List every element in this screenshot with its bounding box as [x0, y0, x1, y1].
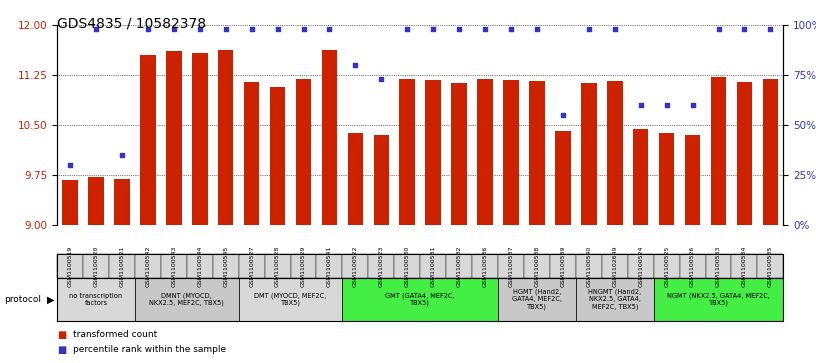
Point [90, 26, 103, 32]
Text: GSM1100525: GSM1100525 [664, 245, 669, 286]
Text: GSM1100533: GSM1100533 [716, 245, 721, 287]
Point [297, 26, 310, 32]
Point [557, 113, 570, 118]
Text: GSM1100540: GSM1100540 [587, 245, 592, 286]
Text: GSM1100543: GSM1100543 [171, 245, 176, 287]
Point [738, 26, 751, 32]
Text: ▶: ▶ [47, 294, 55, 305]
Text: ■: ■ [57, 345, 66, 355]
Bar [607, 81, 623, 225]
Text: GSM1100519: GSM1100519 [68, 245, 73, 286]
Text: GSM1100528: GSM1100528 [275, 245, 280, 286]
Point [271, 26, 284, 32]
Point [64, 162, 77, 168]
Text: GSM1100538: GSM1100538 [534, 245, 539, 286]
Text: GSM1100526: GSM1100526 [690, 245, 695, 286]
Text: GSM1100539: GSM1100539 [561, 245, 565, 287]
Text: GSM1100545: GSM1100545 [224, 245, 228, 286]
Text: no transcription
factors: no transcription factors [69, 293, 122, 306]
Text: GSM1100541: GSM1100541 [327, 245, 332, 286]
Point [375, 76, 388, 82]
Text: GSM1100529: GSM1100529 [301, 245, 306, 287]
Text: GMT (GATA4, MEF2C,
TBX5): GMT (GATA4, MEF2C, TBX5) [385, 293, 455, 306]
Point [349, 62, 362, 68]
Bar [737, 82, 752, 225]
Point [478, 26, 491, 32]
Text: GSM1100521: GSM1100521 [119, 245, 125, 286]
Bar [218, 50, 233, 225]
Text: NGMT (NKX2.5, GATA4, MEF2C,
TBX5): NGMT (NKX2.5, GATA4, MEF2C, TBX5) [667, 293, 770, 306]
Text: GSM1100522: GSM1100522 [353, 245, 358, 287]
Text: ■: ■ [57, 330, 66, 340]
Text: GSM1100542: GSM1100542 [145, 245, 150, 287]
Text: GSM1100524: GSM1100524 [638, 245, 643, 287]
Bar [114, 179, 130, 225]
Text: HGMT (Hand2,
GATA4, MEF2C,
TBX5): HGMT (Hand2, GATA4, MEF2C, TBX5) [512, 289, 562, 310]
Bar [477, 79, 493, 225]
Point [401, 26, 414, 32]
Bar [400, 79, 415, 225]
Bar [192, 53, 207, 225]
Bar [711, 77, 726, 225]
Text: GSM1100536: GSM1100536 [482, 245, 488, 286]
Text: GSM1100520: GSM1100520 [94, 245, 99, 286]
Text: GDS4835 / 10582378: GDS4835 / 10582378 [57, 16, 206, 30]
Bar [581, 83, 596, 225]
Bar [348, 133, 363, 225]
Text: GSM1100527: GSM1100527 [249, 245, 254, 287]
Bar [529, 81, 545, 225]
Text: DMT (MYOCD, MEF2C,
TBX5): DMT (MYOCD, MEF2C, TBX5) [255, 293, 326, 306]
Bar [659, 133, 674, 225]
Point [141, 26, 154, 32]
Bar [555, 131, 570, 225]
Bar [244, 82, 259, 225]
Point [712, 26, 725, 32]
Bar [62, 180, 78, 225]
Bar [763, 79, 778, 225]
Bar [685, 135, 700, 225]
Bar [374, 135, 389, 225]
Point [660, 102, 673, 108]
Text: GSM1100532: GSM1100532 [457, 245, 462, 287]
Point [193, 26, 206, 32]
Point [220, 26, 233, 32]
Point [530, 26, 543, 32]
Text: GSM1100523: GSM1100523 [379, 245, 384, 287]
Bar [270, 87, 286, 225]
Text: DMNT (MYOCD,
NKX2.5, MEF2C, TBX5): DMNT (MYOCD, NKX2.5, MEF2C, TBX5) [149, 293, 224, 306]
Point [764, 26, 777, 32]
Text: GSM1100530: GSM1100530 [405, 245, 410, 286]
Point [115, 152, 128, 158]
Point [608, 26, 621, 32]
Text: GSM1100531: GSM1100531 [431, 245, 436, 286]
Point [453, 26, 466, 32]
Bar [295, 79, 311, 225]
Bar [166, 51, 182, 225]
Text: GSM1100537: GSM1100537 [508, 245, 513, 287]
Text: HNGMT (Hand2,
NKX2.5, GATA4,
MEF2C, TBX5): HNGMT (Hand2, NKX2.5, GATA4, MEF2C, TBX5… [588, 289, 641, 310]
Text: GSM1100535: GSM1100535 [768, 245, 773, 286]
Text: percentile rank within the sample: percentile rank within the sample [73, 345, 227, 354]
Text: GSM1100544: GSM1100544 [197, 245, 202, 287]
Bar [633, 129, 649, 225]
Text: protocol: protocol [4, 295, 41, 304]
Text: GSM1102649: GSM1102649 [612, 245, 617, 287]
Bar [503, 80, 519, 225]
Bar [322, 50, 337, 225]
Bar [140, 55, 156, 225]
Bar [451, 83, 467, 225]
Point [323, 26, 336, 32]
Point [634, 102, 647, 108]
Point [583, 26, 596, 32]
Point [686, 102, 699, 108]
Point [504, 26, 517, 32]
Text: GSM1100534: GSM1100534 [742, 245, 747, 287]
Point [167, 26, 180, 32]
Point [245, 26, 258, 32]
Bar [88, 177, 104, 225]
Bar [425, 80, 441, 225]
Text: transformed count: transformed count [73, 330, 157, 339]
Point [427, 26, 440, 32]
